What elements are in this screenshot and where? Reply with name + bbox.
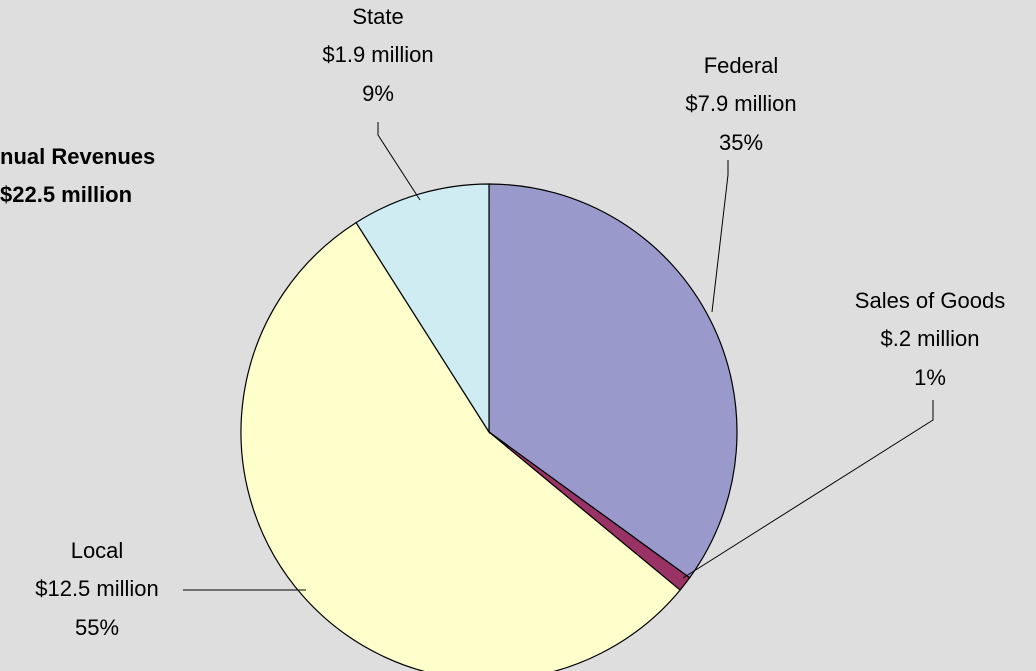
slice-amount: $12.5 million: [35, 576, 159, 601]
slice-percent: 9%: [362, 81, 394, 106]
slice-label: Local: [71, 538, 124, 563]
pie-slice: [240, 221, 681, 671]
slice-percent: 35%: [719, 130, 763, 155]
pie-slice: [355, 183, 490, 435]
slice-label: Federal: [704, 53, 779, 78]
slice-percent: 55%: [75, 615, 119, 640]
slice-percent: 1%: [914, 365, 946, 390]
leader-line: [682, 400, 934, 579]
pie-slice: [488, 183, 738, 579]
leader-line: [377, 122, 421, 201]
chart-title: nual Revenues: [0, 144, 155, 169]
slice-label: State: [352, 4, 403, 29]
slice-label: Sales of Goods: [855, 288, 1005, 313]
chart-subtitle: $22.5 million: [0, 182, 132, 207]
leader-line: [711, 160, 729, 313]
slice-amount: $.2 million: [880, 326, 979, 351]
slice-amount: $7.9 million: [685, 91, 796, 116]
slice-amount: $1.9 million: [322, 42, 433, 67]
